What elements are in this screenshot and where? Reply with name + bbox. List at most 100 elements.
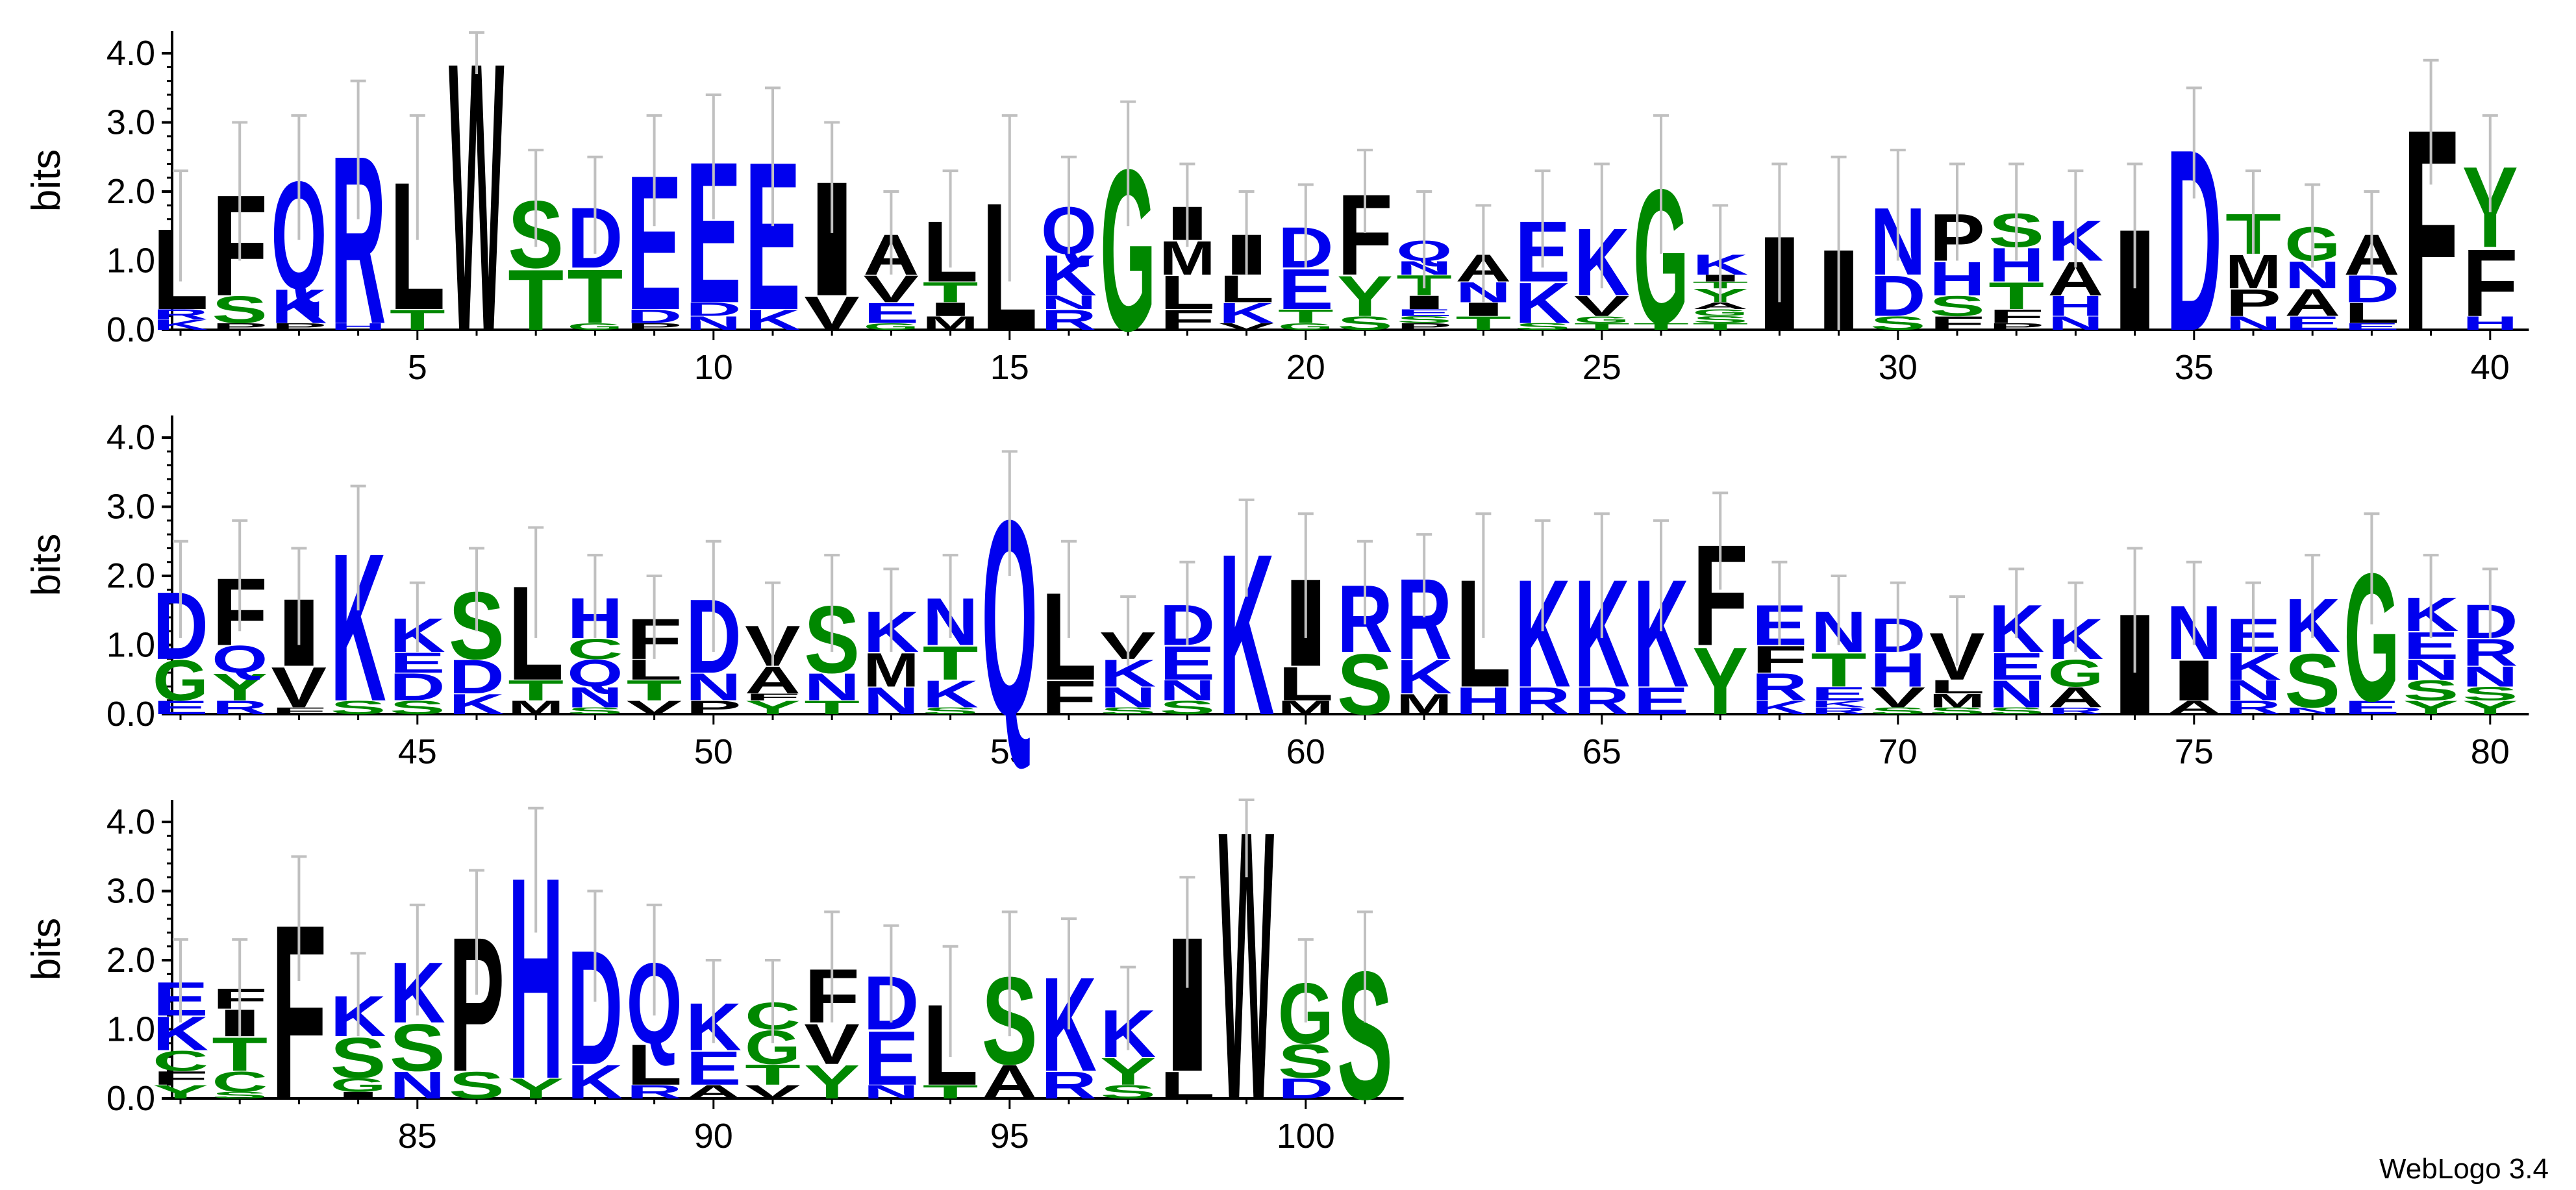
logo-letter-T: T [1692,321,1748,332]
logo-letter-K: K [2225,645,2281,688]
logo-column-94: TL [923,945,979,1109]
logo-letter-E: E [1811,683,1867,704]
error-bar [1949,162,1965,261]
error-bar [350,952,366,1037]
logo-letter-T: T [1455,312,1511,334]
error-bar [1357,910,1373,1023]
logo-column-29: I [1811,155,1867,354]
logo-letter-E: E [153,697,208,718]
logo-letter-K: K [923,673,979,715]
y-tick-label: 0.0 [106,695,155,734]
logo-letter-T: T [804,697,860,718]
logo-column-17: G [1100,100,1156,379]
logo-letter-L: L [1929,676,1985,697]
error-bar [173,539,188,638]
error-bar [1238,190,1255,275]
error-bar [1179,162,1195,247]
error-bar [765,581,781,666]
y-tick-label: 1.0 [106,1010,155,1049]
x-tick-label: 15 [990,348,1029,387]
logo-letter-R: R [1811,706,1867,717]
logo-column-3: PKQ [271,114,327,334]
logo-letter-N: N [567,682,623,713]
logo-letter-K: K [1515,271,1571,336]
logo-letter-S: S [923,706,979,716]
logo-column-88: KD [567,889,623,1109]
error-bar [1061,917,1077,1030]
logo-letter-S: S [390,697,445,718]
error-bar [1653,519,1669,632]
logo-column-63: HL [1455,512,1511,723]
logo-letter-S: S [331,1026,386,1091]
logo-column-61: SR [1337,539,1393,732]
logo-letter-M: M [508,697,564,719]
logo-letter-S: S [390,1010,445,1085]
logo-letter-L: L [1159,266,1215,319]
logo-letter-R: R [153,306,208,323]
error-bar [173,169,188,282]
error-bar [1061,155,1077,254]
logo-letter-S: S [1870,312,1926,334]
error-bar [1001,450,1018,576]
logo-letter-K: K [1811,699,1867,710]
y-tick-label: 2.0 [106,172,155,211]
error-bar [2482,114,2498,212]
logo-column-35: D [2166,86,2222,385]
logo-letter-P: P [2225,282,2281,325]
logo-letter-Y: Y [508,1072,564,1104]
y-axis: 0.0 1.0 2.0 3.0 4.0 bits [24,800,173,1118]
logo-letter-M: M [1396,688,1452,721]
y-tick-label: 3.0 [106,103,155,142]
logo-letter-T: T [627,675,682,706]
logo-letter-S: S [1929,290,1985,322]
logo-letter-C: C [153,1045,208,1077]
error-bar [232,938,248,1037]
logo-letter-S: S [1278,1035,1334,1088]
logo-letter-V: V [863,268,919,311]
error-bar [2186,560,2202,645]
logo-column-5: TL [390,114,445,349]
logo-letter-V: V [271,656,327,720]
logo-letter-S: S [567,706,623,716]
logo-column-43: FVI [271,547,327,720]
logo-letter-C: C [567,633,623,665]
error-bar [528,526,544,638]
error-bar [2364,190,2380,275]
logo-column-65: RK [1574,512,1630,723]
logo-column-28: I [1751,162,1807,358]
error-bar [1712,204,1729,303]
error-bar [942,945,958,1058]
error-bar [2423,58,2439,185]
error-bar [291,114,307,240]
logo-letter-Y: Y [212,666,268,709]
error-bar [2305,183,2321,268]
logo-letter-Q: Q [567,652,623,695]
logo-letter-V: V [1219,321,1275,332]
logo-letter-Q: Q [212,638,268,681]
logo-letter-R: R [1041,304,1097,336]
logo-letter-R: R [1515,680,1571,723]
x-tick-label: 30 [1879,348,1918,387]
error-bar [1297,938,1314,1023]
error-bar [409,114,425,240]
logo-letter-I: I [1396,291,1452,313]
error-bar [587,155,603,254]
error-bar [291,547,307,645]
error-bar [587,889,603,1002]
logo-letter-S: S [1988,706,2044,716]
y-tick-label: 3.0 [106,872,155,911]
logo-column-74: I [2107,547,2163,745]
logo-letter-E: E [1159,637,1215,690]
